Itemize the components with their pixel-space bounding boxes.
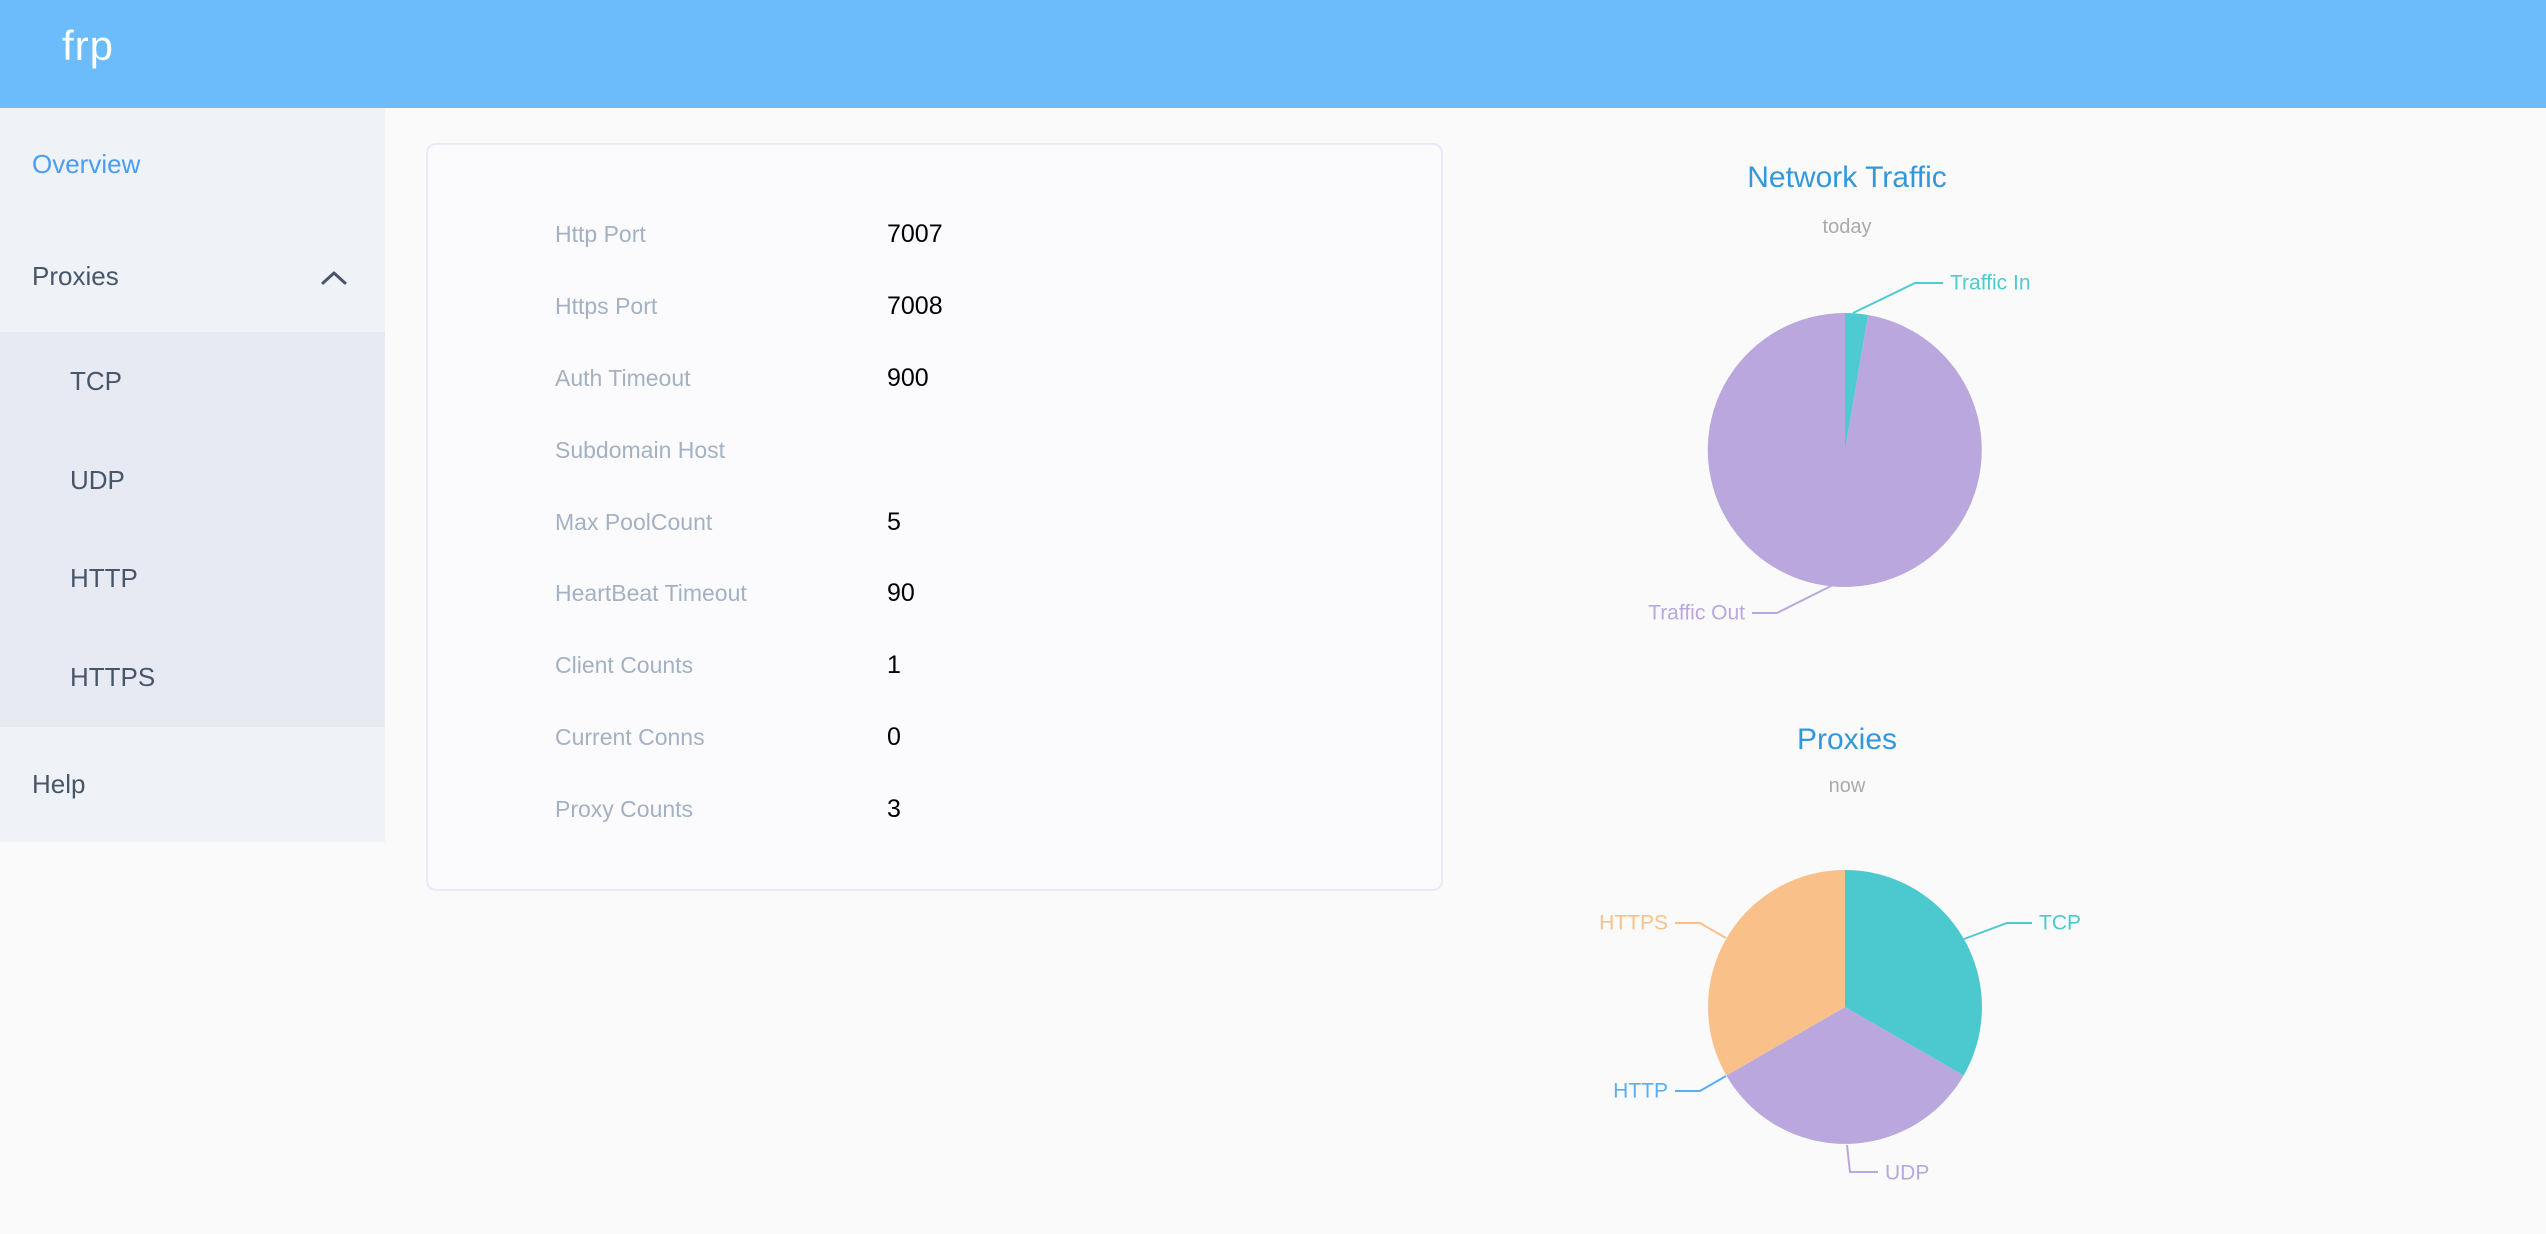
table-row: Https Port 7008 [428,271,1441,343]
sidebar-item-overview[interactable]: Overview [0,108,385,220]
row-label-max-poolcount: Max PoolCount [555,508,713,535]
table-row: Max PoolCount 5 [428,486,1441,558]
row-label-current-conns: Current Conns [555,723,705,750]
pie-label-line-tcp [1963,922,2032,940]
pie-label-http: HTTP [1613,1080,1668,1103]
chart-title-network-traffic: Network Traffic [1747,161,1947,194]
sidebar-item-label: Help [32,769,86,799]
pie-slice-https[interactable] [1708,870,1845,1076]
row-value-proxy-counts: 3 [887,794,901,823]
row-value-current-conns: 0 [887,722,901,751]
sidebar-subitem-tcp[interactable]: TCP [70,365,122,396]
row-label-http-port: Http Port [555,221,646,248]
sidebar-item-help[interactable]: Help [0,727,385,842]
pie-label-line-udp [1846,1144,1878,1173]
app-logo: frp [62,22,115,69]
sidebar-item-label: Overview [32,148,141,179]
row-value-heartbeat-timeout: 90 [887,579,915,608]
table-row: Subdomain Host [428,414,1441,486]
table-row: Http Port 7007 [428,199,1441,271]
proxies-submenu: TCP UDP HTTP HTTPS [0,332,385,727]
sidebar: Overview Proxies TCP UDP HTTP HTTPS Help [0,108,385,842]
pie-label-line-traffic-in [1852,282,1943,314]
chart-title-proxies: Proxies [1797,723,1897,756]
pie-label-traffic-in: Traffic In [1950,272,2031,295]
row-value-auth-timeout: 900 [887,363,929,392]
pie-label-line-http [1675,1075,1727,1092]
sidebar-subitem-udp[interactable]: UDP [70,464,125,495]
row-label-client-counts: Client Counts [555,652,694,679]
app-header: frp [0,0,2546,108]
table-row: Client Counts 1 [428,630,1441,702]
pie-label-tcp: TCP [2039,912,2081,935]
pie-slice-tcp[interactable] [1845,870,1982,1076]
table-row: HeartBeat Timeout 90 [428,558,1441,630]
row-value-http-port: 7007 [887,220,943,249]
row-value-client-counts: 1 [887,651,901,680]
pie-slice-traffic-in[interactable] [1845,313,1869,450]
chevron-up-icon [321,271,347,285]
sidebar-subitem-http[interactable]: HTTP [70,563,138,594]
sidebar-item-label: Proxies [32,260,119,291]
row-label-proxy-counts: Proxy Counts [555,795,694,822]
row-label-subdomain-host: Subdomain Host [555,436,726,463]
row-label-auth-timeout: Auth Timeout [555,364,691,391]
table-row: Proxy Counts 3 [428,773,1441,845]
network-traffic-pie: Traffic In Traffic Out [1648,272,2030,625]
row-value-max-poolcount: 5 [887,507,901,536]
pie-label-line-https [1675,922,1727,939]
server-info-table: Http Port 7007 Https Port 7008 Auth Timeout 9… [428,145,1441,845]
pie-label-line-traffic-out [1752,584,1834,614]
chart-subtitle-today: today [1823,216,1872,238]
row-label-https-port: Https Port [555,293,658,320]
row-label-heartbeat-timeout: HeartBeat Timeout [555,580,747,607]
pie-label-udp: UDP [1885,1162,1929,1185]
sidebar-subitem-https[interactable]: HTTPS [70,662,156,693]
pie-slice-traffic-out[interactable] [1707,312,1982,587]
chart-subtitle-now: now [1829,775,1866,797]
server-info-card: Http Port 7007 Https Port 7008 Auth Timeout 9… [426,143,1443,891]
table-row: Current Conns 0 [428,702,1441,774]
sidebar-item-proxies[interactable]: Proxies [0,220,385,332]
charts-panel: Network Traffic today Traffic InTraffic … [1599,161,2081,1185]
pie-label-traffic-out: Traffic Out [1648,602,1745,625]
proxies-pie: TCP UDP HTTP HTTPS [1599,870,2081,1185]
pie-label-https: HTTPS [1599,912,1668,935]
table-row: Auth Timeout 900 [428,343,1441,415]
pie-slice-udp[interactable] [1726,1007,1964,1144]
row-value-https-port: 7008 [887,292,943,321]
